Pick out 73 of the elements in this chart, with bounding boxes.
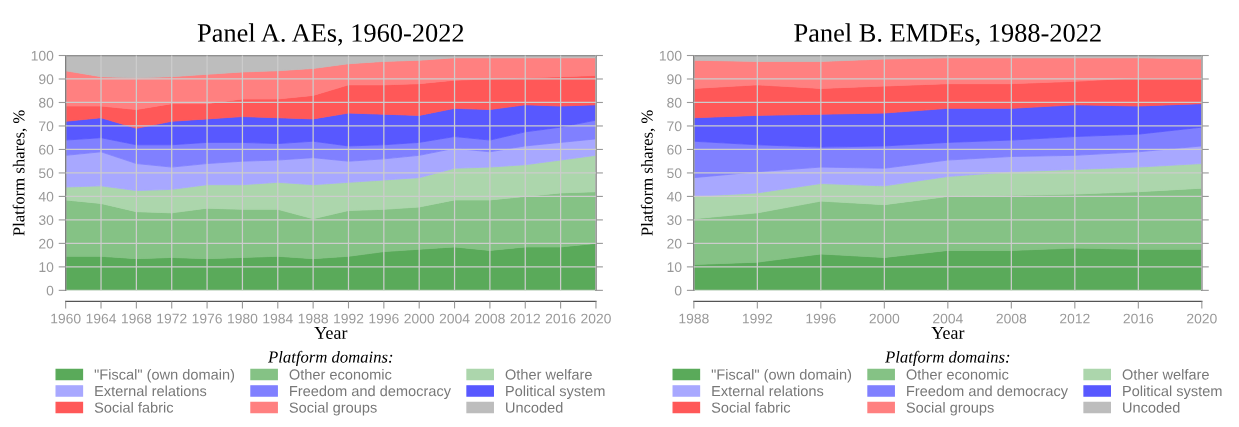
legend-label: Political system <box>1123 385 1222 400</box>
x-tick-label: 1960 <box>51 313 81 324</box>
y-tick-label: 30 <box>38 215 54 226</box>
x-tick-label: 2012 <box>510 313 541 324</box>
legend-title: Platform domains: <box>267 350 393 367</box>
legend-label: Other economic <box>289 368 392 380</box>
legend-label: "Fiscal" (own domain) <box>711 368 852 383</box>
legend-label: Social groups <box>289 402 377 416</box>
y-tick-label: 80 <box>667 97 682 108</box>
y-tick-label: 100 <box>659 50 682 61</box>
legend-label: Uncoded <box>506 402 563 413</box>
x-tick-label: 2004 <box>439 313 470 324</box>
y-tick-label: 40 <box>38 191 54 202</box>
x-tick-label: 2016 <box>1123 313 1154 324</box>
legend-label: External relations <box>95 385 207 397</box>
y-tick-label: 0 <box>674 285 682 296</box>
y-tick-label: 90 <box>667 74 682 85</box>
legend-label: Freedom and democracy <box>907 385 1068 400</box>
x-tick-label: 2012 <box>1060 313 1090 324</box>
x-tick-label: 1972 <box>157 313 187 324</box>
x-tick-label: 1988 <box>298 313 328 324</box>
y-tick-label: 0 <box>46 285 54 296</box>
x-tick-label: 1992 <box>742 313 773 324</box>
y-tick-label: 50 <box>38 168 54 179</box>
y-tick-label: 10 <box>39 262 54 273</box>
legend-label: Other welfare <box>1122 368 1209 380</box>
x-tick-label: 2008 <box>475 313 505 324</box>
chart-title: Panel A. AEs, 1960-2022 <box>197 23 464 46</box>
x-tick-label: 1984 <box>263 313 293 324</box>
legend-label: Social groups <box>906 402 994 416</box>
legend-label: Freedom and democracy <box>290 385 451 400</box>
y-tick-label: 70 <box>39 121 54 132</box>
x-axis-title: Year <box>931 326 965 339</box>
legend-label: External relations <box>712 385 824 397</box>
chart-title: Panel B. EMDEs, 1988-2022 <box>794 23 1101 46</box>
x-tick-label: 1976 <box>192 313 222 324</box>
legend-label: "Fiscal" (own domain) <box>94 368 235 383</box>
legend-label: Other welfare <box>505 368 592 380</box>
y-axis-title: Platform shares, % <box>12 110 27 236</box>
y-tick-label: 90 <box>39 74 54 85</box>
y-tick-label: 100 <box>31 50 54 61</box>
x-tick-label: 1988 <box>679 313 709 324</box>
y-tick-label: 30 <box>667 215 682 226</box>
legend-label: Social fabric <box>94 402 174 413</box>
x-tick-label: 1992 <box>334 313 364 324</box>
x-tick-label: 2008 <box>996 313 1027 324</box>
y-tick-label: 70 <box>667 121 682 132</box>
x-tick-label: 2004 <box>933 313 963 324</box>
x-axis-title: Year <box>314 326 348 339</box>
y-tick-label: 80 <box>39 97 54 108</box>
legend-label: Other economic <box>906 368 1009 380</box>
x-tick-label: 1968 <box>121 313 152 324</box>
y-tick-label: 40 <box>666 191 682 202</box>
x-tick-label: 2020 <box>1187 313 1217 324</box>
y-tick-label: 20 <box>39 238 54 249</box>
y-tick-label: 50 <box>667 168 682 179</box>
x-tick-label: 1996 <box>806 313 836 324</box>
y-tick-label: 10 <box>667 262 682 273</box>
x-tick-label: 2016 <box>545 313 576 324</box>
y-tick-label: 60 <box>39 144 54 155</box>
y-tick-label: 60 <box>667 144 682 155</box>
legend-label: Social fabric <box>711 402 791 413</box>
x-tick-label: 1964 <box>86 313 117 324</box>
x-tick-label: 1980 <box>228 313 258 324</box>
legend-title: Platform domains: <box>885 350 1010 367</box>
legend-label: Uncoded <box>1123 402 1180 413</box>
y-axis-title: Platform shares, % <box>640 110 656 236</box>
x-tick-label: 2000 <box>869 313 900 324</box>
x-tick-label: 2000 <box>404 313 435 324</box>
x-tick-label: 1996 <box>369 313 399 324</box>
x-tick-label: 2020 <box>581 313 611 324</box>
legend-label: Political system <box>506 385 605 400</box>
y-tick-label: 20 <box>667 238 682 249</box>
